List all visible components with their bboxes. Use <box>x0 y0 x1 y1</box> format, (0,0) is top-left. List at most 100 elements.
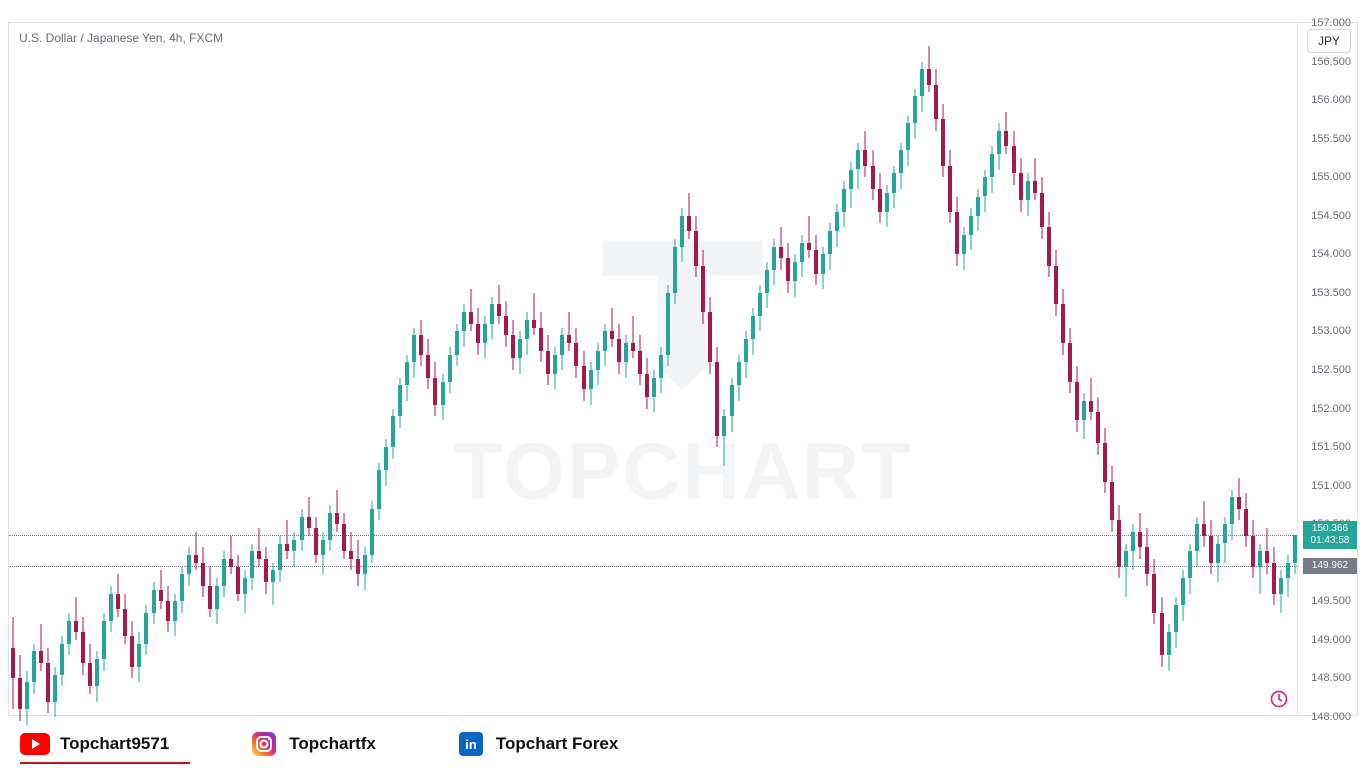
candle <box>990 23 994 717</box>
candle <box>95 23 99 717</box>
candle <box>1040 23 1044 717</box>
auto-scale-icon[interactable] <box>1269 689 1289 709</box>
candle <box>243 23 247 717</box>
instagram-icon <box>249 733 279 755</box>
candle <box>673 23 677 717</box>
plot-area[interactable] <box>9 23 1297 715</box>
candle <box>525 23 529 717</box>
candle <box>278 23 282 717</box>
candle <box>821 23 825 717</box>
candle <box>441 23 445 717</box>
candle <box>1181 23 1185 717</box>
candle <box>659 23 663 717</box>
y-axis-tick: 151.000 <box>1311 480 1351 492</box>
candle <box>166 23 170 717</box>
currency-button[interactable]: JPY <box>1307 29 1351 53</box>
instagram-link[interactable]: Topchartfx <box>249 733 376 755</box>
candle <box>1202 23 1206 717</box>
y-axis-tick: 153.000 <box>1311 325 1351 337</box>
candle <box>948 23 952 717</box>
candle <box>1117 23 1121 717</box>
candle <box>976 23 980 717</box>
candle <box>1286 23 1290 717</box>
candle <box>560 23 564 717</box>
svg-text:in: in <box>465 737 477 752</box>
candle <box>737 23 741 717</box>
candle <box>11 23 15 717</box>
candle <box>271 23 275 717</box>
candle <box>1047 23 1051 717</box>
linkedin-label: Topchart Forex <box>496 734 618 754</box>
candle <box>934 23 938 717</box>
y-axis-tick: 154.500 <box>1311 210 1351 222</box>
candle <box>955 23 959 717</box>
candle <box>511 23 515 717</box>
candle <box>32 23 36 717</box>
candle <box>708 23 712 717</box>
candle <box>701 23 705 717</box>
y-axis-tick: 149.500 <box>1311 595 1351 607</box>
y-axis-tick: 156.000 <box>1311 94 1351 106</box>
candle <box>236 23 240 717</box>
candle <box>328 23 332 717</box>
candle <box>920 23 924 717</box>
candle <box>1033 23 1037 717</box>
candle <box>88 23 92 717</box>
chart-title: U.S. Dollar / Japanese Yen, 4h, FXCM <box>19 31 223 45</box>
candle <box>123 23 127 717</box>
y-axis[interactable]: 157.000156.500156.000155.500155.000154.5… <box>1297 23 1357 715</box>
candle <box>1223 23 1227 717</box>
candle <box>962 23 966 717</box>
candle <box>800 23 804 717</box>
candle <box>222 23 226 717</box>
candle <box>687 23 691 717</box>
candle <box>842 23 846 717</box>
candle <box>144 23 148 717</box>
candle <box>173 23 177 717</box>
candle <box>264 23 268 717</box>
candle <box>412 23 416 717</box>
footer: Topchart9571 Topchartfx in Topchart Fore… <box>0 720 1366 768</box>
candle <box>208 23 212 717</box>
candle <box>779 23 783 717</box>
candle <box>1160 23 1164 717</box>
candle <box>116 23 120 717</box>
candle <box>814 23 818 717</box>
youtube-label: Topchart9571 <box>60 734 169 754</box>
candle <box>722 23 726 717</box>
candle <box>941 23 945 717</box>
candle <box>356 23 360 717</box>
linkedin-link[interactable]: in Topchart Forex <box>456 733 618 755</box>
candle <box>39 23 43 717</box>
candle <box>300 23 304 717</box>
candle <box>518 23 522 717</box>
candle <box>856 23 860 717</box>
candle <box>1075 23 1079 717</box>
youtube-link[interactable]: Topchart9571 <box>20 733 169 755</box>
candle <box>46 23 50 717</box>
candle <box>1209 23 1213 717</box>
candle <box>1152 23 1156 717</box>
candle <box>419 23 423 717</box>
candle <box>469 23 473 717</box>
candle <box>67 23 71 717</box>
y-axis-tick: 155.000 <box>1311 171 1351 183</box>
candle <box>927 23 931 717</box>
candle <box>292 23 296 717</box>
candle <box>1096 23 1100 717</box>
y-axis-tick: 156.500 <box>1311 56 1351 68</box>
y-axis-tick: 157.000 <box>1311 17 1351 29</box>
candle <box>384 23 388 717</box>
candle <box>187 23 191 717</box>
candle <box>680 23 684 717</box>
candle <box>137 23 141 717</box>
candle <box>828 23 832 717</box>
candle <box>715 23 719 717</box>
candle <box>1279 23 1283 717</box>
candle <box>370 23 374 717</box>
candle <box>553 23 557 717</box>
candle <box>504 23 508 717</box>
candle <box>18 23 22 717</box>
y-axis-tick: 152.500 <box>1311 364 1351 376</box>
candle <box>744 23 748 717</box>
